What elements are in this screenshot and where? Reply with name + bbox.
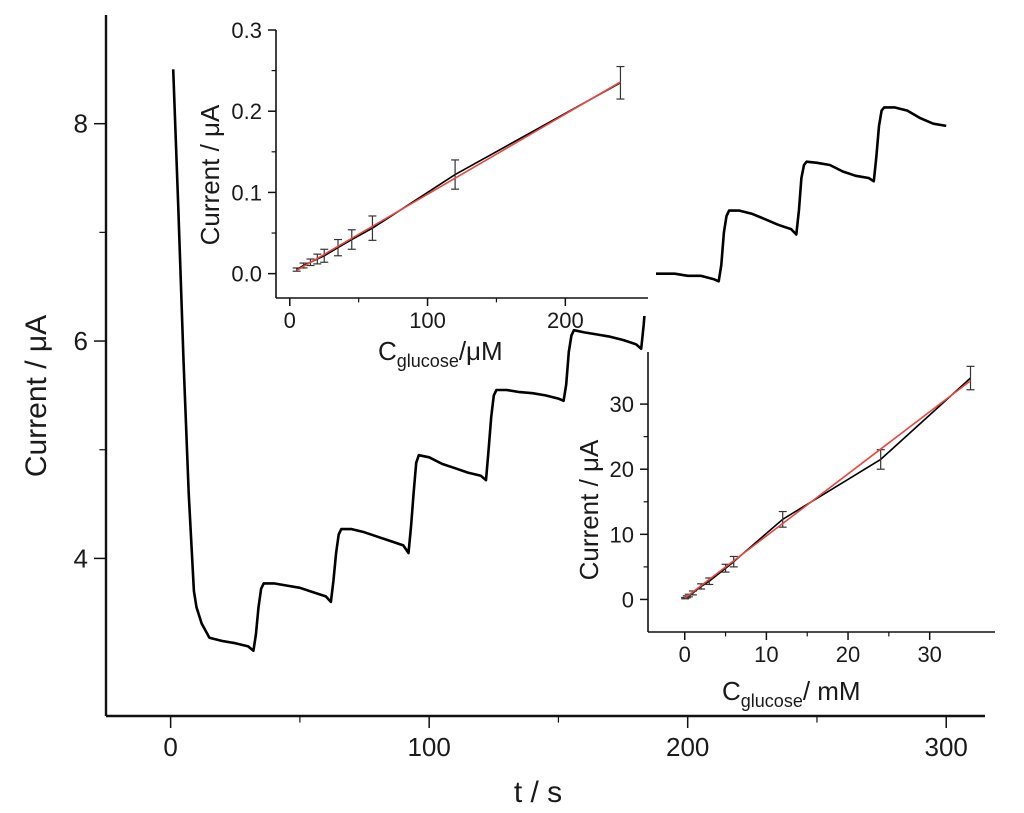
inset-low-x-label-sub: glucose bbox=[397, 351, 459, 371]
main-x-axis-label: t / s bbox=[514, 776, 562, 809]
inset-high-x-label-sub: glucose bbox=[741, 691, 803, 711]
inset-high-y-tick-label: 20 bbox=[610, 457, 634, 482]
inset-low-x-tick-label: 100 bbox=[409, 308, 446, 333]
main-series bbox=[171, 69, 947, 653]
inset-low-x-tick-label: 200 bbox=[547, 308, 584, 333]
inset-high-x-tick-label: 20 bbox=[836, 642, 860, 667]
main-y-tick-label: 4 bbox=[74, 543, 88, 573]
main-x-tick-label: 200 bbox=[666, 732, 709, 762]
inset-high-x-label-main: C bbox=[722, 676, 741, 706]
inset-high-error-bar bbox=[778, 510, 787, 528]
inset-high-x-tick-label: 0 bbox=[679, 642, 691, 667]
inset-low-series-line-1 bbox=[296, 81, 621, 272]
inset-low-x-tick-label: 0 bbox=[284, 308, 296, 333]
inset-high-series bbox=[681, 365, 975, 600]
inset-low-y-axis-label: Current / μA bbox=[195, 104, 225, 245]
inset-low-error-bar bbox=[320, 248, 329, 263]
inset-high-y-tick-label: 30 bbox=[610, 392, 634, 417]
inset-low-error-bar bbox=[451, 159, 460, 190]
inset-low-error-bar bbox=[368, 215, 377, 241]
inset-high-error-bar bbox=[966, 365, 975, 391]
inset-high-series-line-1 bbox=[684, 380, 971, 599]
main-x-tick-label: 300 bbox=[925, 732, 968, 762]
inset-high-x-label-tail: / mM bbox=[803, 676, 861, 706]
main-x-tick-label: 0 bbox=[163, 732, 177, 762]
inset-low-x-axis-label: Cglucose/μM bbox=[378, 336, 503, 371]
inset-high-x-tick-label: 10 bbox=[754, 642, 778, 667]
inset-high-y-tick-label: 0 bbox=[622, 587, 634, 612]
main-y-tick-label: 8 bbox=[74, 109, 88, 139]
inset-low-x-label-tail: /μM bbox=[459, 336, 503, 366]
inset-low-axes bbox=[275, 30, 648, 299]
inset-low-error-bar bbox=[347, 229, 356, 250]
inset-low-ticks: 0 100 200 0.0 0.1 0.2 0.3 bbox=[231, 18, 583, 333]
inset-low-concentration: 0 100 200 0.0 0.1 0.2 0.3 Cglucose/μM Current … bbox=[195, 18, 656, 371]
inset-high-x-tick-label: 30 bbox=[917, 642, 941, 667]
inset-low-error-bar bbox=[334, 238, 342, 257]
inset-low-y-tick-label: 0.2 bbox=[231, 99, 262, 124]
main-x-tick-label: 100 bbox=[407, 732, 450, 762]
inset-low-series bbox=[292, 65, 625, 272]
inset-high-ticks: 0 10 20 30 0 10 20 30 bbox=[610, 392, 942, 667]
main-series-line-0 bbox=[171, 69, 947, 653]
inset-low-x-label-main: C bbox=[378, 336, 397, 366]
main-y-tick-label: 6 bbox=[74, 326, 88, 356]
inset-high-concentration: 0 10 20 30 0 10 20 30 Cglucose/ mM Current / μA bbox=[574, 350, 1000, 711]
inset-low-y-tick-label: 0.3 bbox=[231, 18, 262, 43]
inset-high-axes bbox=[647, 352, 995, 633]
inset-low-y-tick-label: 0.1 bbox=[231, 180, 262, 205]
inset-high-y-tick-label: 10 bbox=[610, 522, 634, 547]
inset-high-x-axis-label: Cglucose/ mM bbox=[722, 676, 861, 711]
inset-high-y-axis-label: Current / μA bbox=[574, 439, 604, 580]
main-y-axis-label: Current / μA bbox=[20, 315, 53, 477]
main-axes bbox=[104, 15, 985, 718]
inset-high-background bbox=[650, 350, 1000, 640]
inset-low-y-tick-label: 0.0 bbox=[231, 262, 262, 287]
